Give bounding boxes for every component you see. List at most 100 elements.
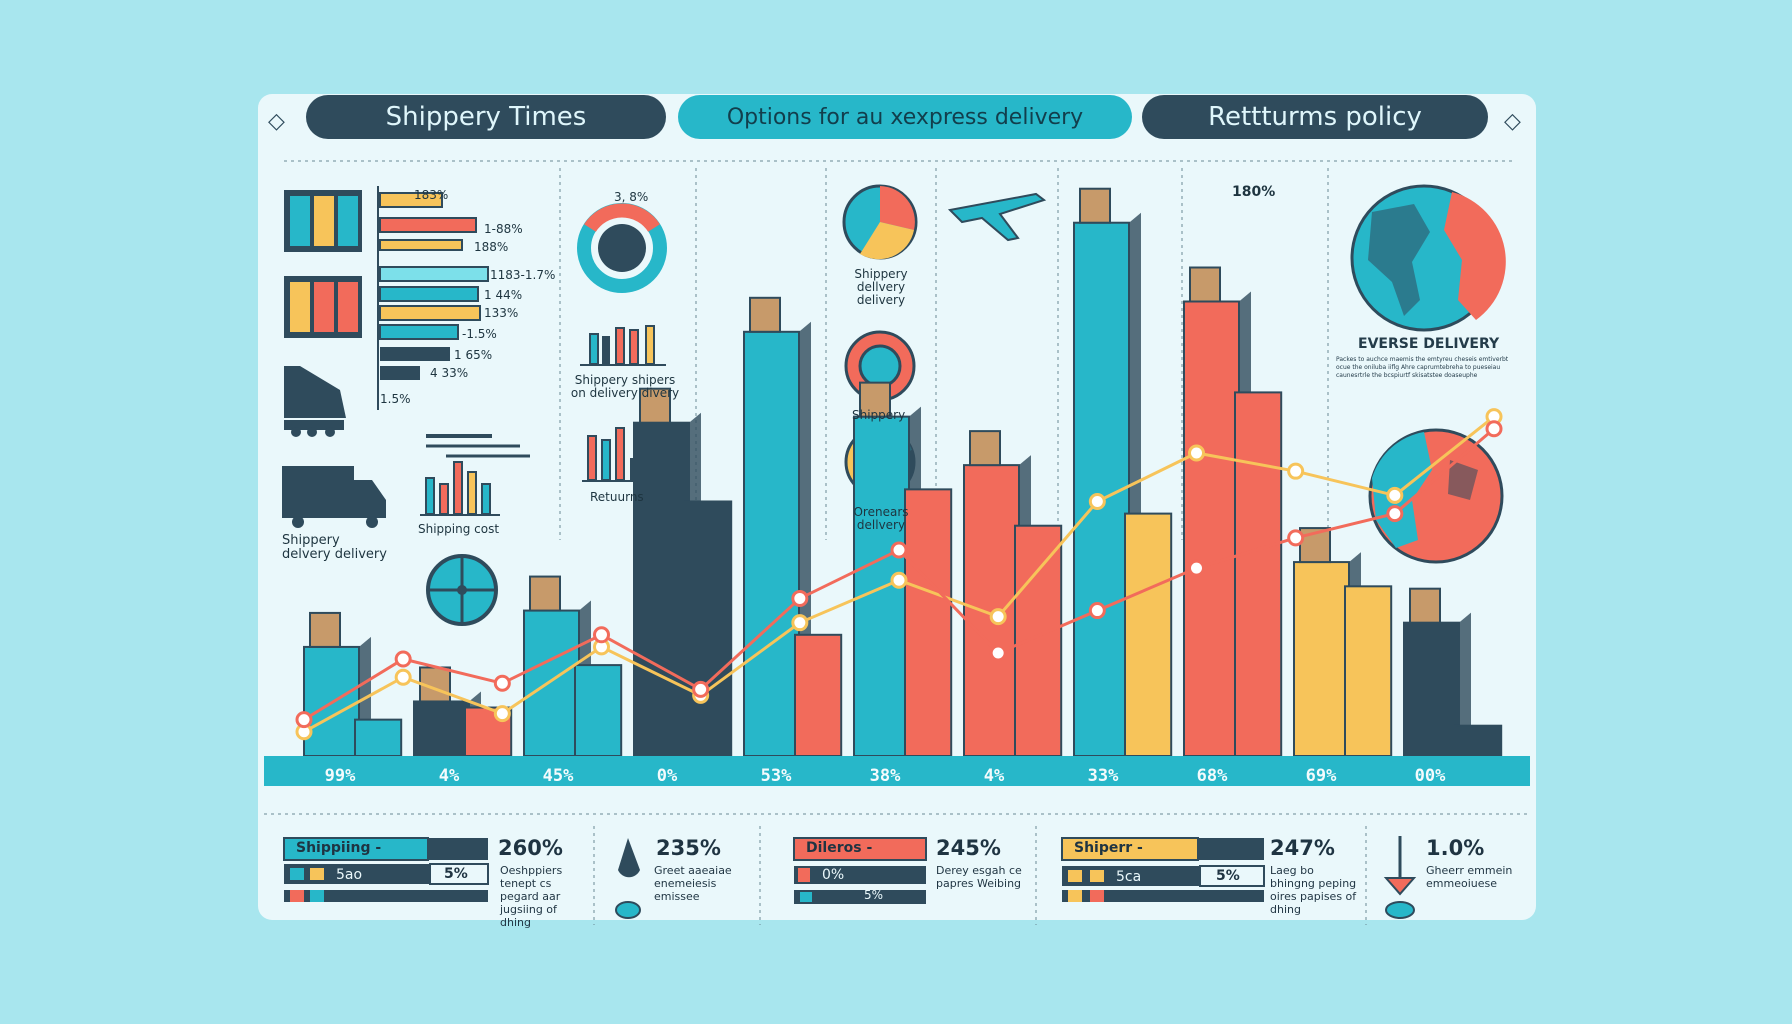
- bar: [574, 664, 623, 757]
- stat-value: 1.0%: [1426, 836, 1485, 860]
- x-tick-label: 33%: [1087, 766, 1119, 786]
- truck-icon: [282, 366, 386, 528]
- x-tick-label: 0%: [656, 766, 678, 786]
- hbar-label: -1.5%: [462, 327, 497, 341]
- stat-note: Derey esgah ce papres Weibing: [936, 864, 1022, 890]
- bar: [1234, 391, 1283, 757]
- data-point: [890, 571, 908, 589]
- hbar-label: 133%: [484, 306, 519, 320]
- donut2-label: Shippery: [852, 408, 906, 422]
- percent-label: 180%: [1232, 184, 1276, 200]
- airplane-icon: [947, 192, 1047, 242]
- legend-value: 0%: [822, 867, 845, 883]
- data-point: [791, 614, 809, 632]
- hbar-label: 183%: [414, 188, 449, 202]
- data-point: [394, 650, 412, 668]
- legend-value: 5%: [864, 888, 884, 902]
- diamond-icon: ◇: [268, 108, 285, 133]
- x-tick-label: 68%: [1196, 766, 1228, 786]
- target-icon: [426, 554, 498, 626]
- bar: [1293, 561, 1350, 758]
- x-tick-label: 69%: [1305, 766, 1337, 786]
- data-point: [1386, 486, 1404, 504]
- legend-value: 5%: [1216, 868, 1240, 884]
- data-point: [1287, 462, 1305, 480]
- hbar-label: 1 44%: [484, 288, 523, 302]
- truck-label: Shippery delvery delivery: [282, 533, 387, 562]
- bar: [1403, 621, 1460, 757]
- data-point: [989, 644, 1007, 662]
- bar: [413, 700, 470, 758]
- x-tick-label: 45%: [542, 766, 574, 786]
- square-chart-icon: [284, 190, 362, 338]
- bar: [633, 421, 690, 757]
- legend-value: 5ca: [1116, 869, 1142, 885]
- stat-value: 235%: [656, 836, 721, 860]
- everse-delivery-blurb: Packes to auchce maemis the emtyreu ches…: [1336, 356, 1509, 379]
- data-point: [1088, 602, 1106, 620]
- hbar-label: 188%: [474, 240, 509, 254]
- data-point: [295, 711, 313, 729]
- bar: [743, 330, 800, 757]
- box-icon: [1189, 266, 1221, 303]
- pie3-label: Orenears dellvery: [853, 505, 909, 532]
- x-axis-band: [264, 756, 1530, 786]
- hbar-label: 4 33%: [430, 366, 469, 380]
- box-icon: [529, 575, 561, 612]
- box-icon: [639, 387, 671, 424]
- box-icon: [749, 296, 781, 333]
- bar: [963, 464, 1020, 757]
- bar: [904, 488, 953, 757]
- data-point: [493, 674, 511, 692]
- stat-value: 260%: [498, 836, 563, 860]
- stat-value: 247%: [1270, 836, 1335, 860]
- box-icon: [1079, 187, 1111, 224]
- stat-note: Gheerr emmein emmeoiuese: [1426, 864, 1513, 890]
- data-point: [890, 541, 908, 559]
- data-point: [1188, 559, 1205, 577]
- tab-returns-policy[interactable]: Rettturms policy: [1142, 95, 1488, 139]
- hbar-label: 1 65%: [454, 348, 493, 362]
- data-point: [1088, 492, 1106, 510]
- data-point: [493, 705, 511, 723]
- bar: [1124, 512, 1173, 757]
- data-point: [1287, 529, 1305, 547]
- x-tick-label: 4%: [438, 766, 460, 786]
- x-tick-label: 00%: [1414, 766, 1446, 786]
- box-icon: [1409, 587, 1441, 624]
- shipping-cost-minichart: [420, 434, 530, 516]
- tab-express-delivery[interactable]: Options for au xexpress delivery: [678, 95, 1132, 139]
- donut-label: 3, 8%: [614, 190, 649, 204]
- everse-delivery-title: EVERSE DELIVERY: [1358, 336, 1500, 352]
- bar: [1344, 585, 1393, 757]
- bar-side: [1459, 612, 1471, 756]
- bottom-legend-graphics: [283, 836, 1417, 919]
- hbar-label: 1-88%: [484, 222, 523, 236]
- horizontal-bar-list: [377, 186, 489, 410]
- data-point: [692, 680, 710, 698]
- hbar-label: 1.5%: [380, 392, 411, 406]
- globe-icons: [1350, 184, 1506, 564]
- bar: [1014, 524, 1063, 757]
- tab-shippery-times[interactable]: Shippery Times: [306, 95, 666, 139]
- data-point: [1188, 444, 1205, 462]
- bar: [354, 718, 403, 758]
- legend-value: 5ao: [336, 867, 363, 883]
- x-tick-label: 99%: [324, 766, 356, 786]
- x-tick-label: 4%: [983, 766, 1005, 786]
- legend-badge: Dileros -: [806, 840, 873, 856]
- hbar-label: 1183-1.7%: [490, 268, 556, 282]
- stat-note: Greet aaeaiae enemeiesis emissee: [654, 864, 732, 903]
- chart-lines: [295, 408, 1503, 741]
- donut-icon: [577, 203, 667, 293]
- data-point: [989, 608, 1007, 626]
- data-point: [1485, 420, 1503, 438]
- shippers-label: Shippery shipers on delivery divery: [570, 373, 680, 400]
- data-point: [394, 668, 412, 686]
- data-point: [593, 626, 610, 644]
- stat-value: 245%: [936, 836, 1001, 860]
- data-point: [1386, 505, 1404, 523]
- bar: [794, 633, 843, 757]
- returns-label: Retuurns: [590, 490, 644, 504]
